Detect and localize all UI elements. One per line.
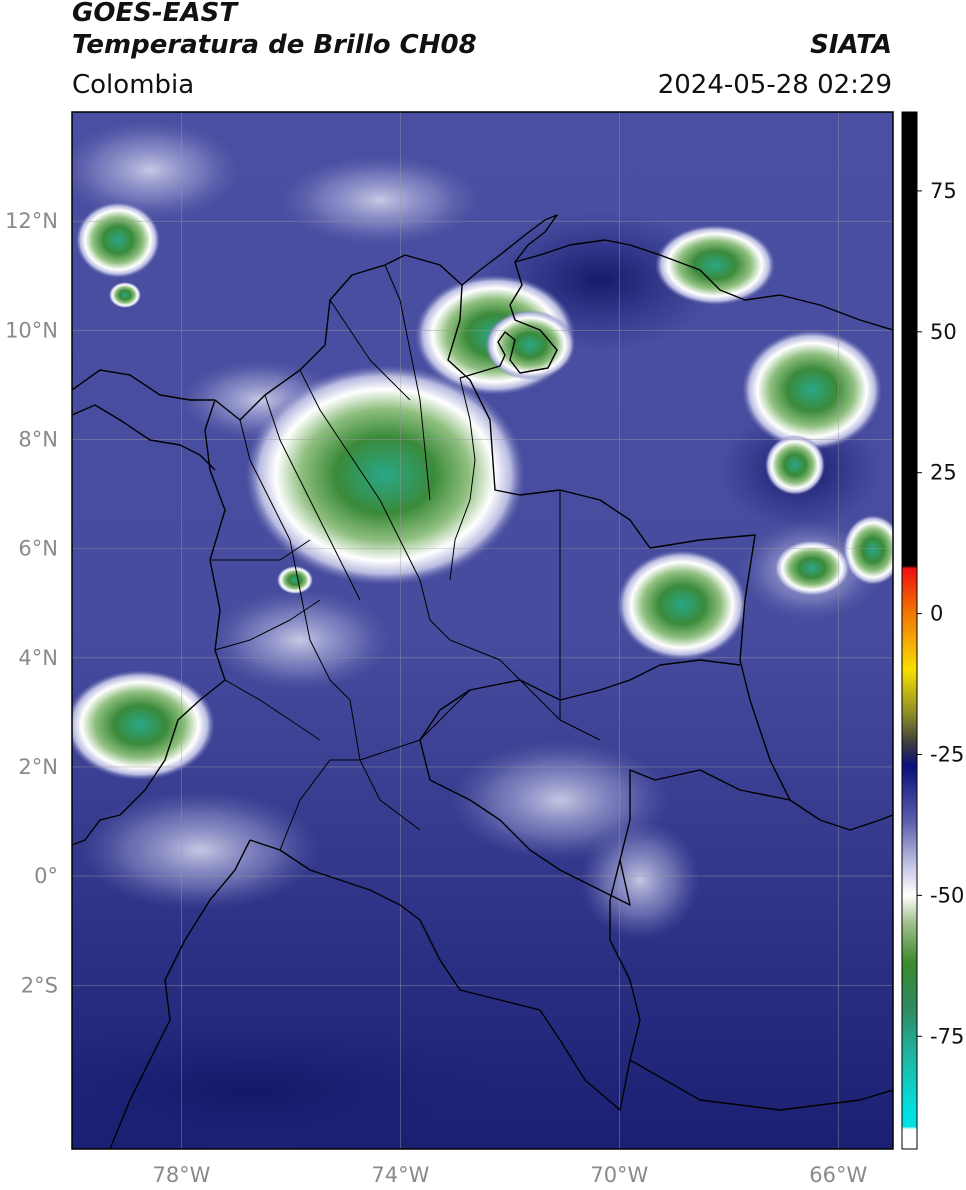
colorbar-tick-label: 75	[930, 179, 957, 203]
border-colombia-venezuela	[447, 284, 791, 801]
coastline-caribbean	[214, 214, 558, 421]
coastline-panama	[72, 369, 215, 401]
colorbar-tick-label: 50	[930, 320, 957, 344]
storm-cell	[742, 330, 882, 450]
lon-tick-label: 66°W	[809, 1163, 867, 1187]
cloud-haze	[80, 790, 320, 910]
lat-tick-label: 12°N	[5, 209, 58, 233]
storm-cell	[485, 310, 575, 380]
lat-tick-label: 2°N	[18, 755, 58, 779]
storm-cell	[655, 225, 775, 305]
storm-cell	[245, 365, 525, 585]
colorbar-tick-label: -75	[930, 1024, 964, 1048]
border-brazil-peru	[629, 1059, 893, 1111]
lat-tick-label: 6°N	[18, 537, 58, 561]
lat-tick-label: 2°S	[21, 973, 58, 997]
lon-tick-label: 74°W	[371, 1163, 429, 1187]
map-frame	[71, 111, 894, 1150]
storm-cell	[72, 670, 215, 780]
satellite-label: GOES-EAST	[72, 0, 238, 28]
cloud-haze	[210, 590, 390, 690]
colorbar-tick-label: -50	[930, 883, 964, 907]
latitude-tick-labels: 12°N 10°N 8°N 6°N 4°N 2°N 0° 2°S	[5, 209, 58, 997]
lat-tick-label: 8°N	[18, 427, 58, 451]
storm-cell	[617, 550, 747, 660]
storm-cell	[843, 515, 893, 585]
colorbar-ticks: 75 50 25 0 -25 -50 -75	[917, 179, 964, 1048]
gridlines	[72, 112, 893, 1149]
colorbar-tick-label: 25	[930, 461, 957, 485]
lat-tick-label: 0°	[34, 864, 58, 888]
border-venezuela-brazil	[789, 799, 893, 831]
storm-cell	[76, 202, 160, 278]
colorbar	[901, 111, 918, 1150]
cloud-haze	[280, 155, 480, 245]
coastline-pacific	[72, 399, 226, 846]
lon-tick-label: 70°W	[590, 1163, 648, 1187]
colorbar-tick-label: 0	[930, 602, 943, 626]
region-label: Colombia	[72, 70, 195, 100]
colorbar-tick-label: -25	[930, 742, 964, 766]
cloud-haze	[72, 120, 240, 220]
lat-tick-label: 10°N	[5, 318, 58, 342]
coastline-panama-south	[72, 404, 216, 471]
map-area	[72, 112, 893, 1149]
coastline-venezuela	[514, 239, 893, 331]
cloud-haze	[580, 820, 700, 940]
storm-cell	[774, 540, 850, 596]
timestamp-label: 2024-05-28 02:29	[657, 70, 892, 100]
product-title: Temperatura de Brillo CH08	[72, 30, 477, 60]
longitude-tick-labels: 78°W 74°W 70°W 66°W	[152, 1163, 867, 1187]
border-colombia-brazil	[419, 659, 791, 906]
country-borders	[72, 214, 893, 1149]
storm-cell	[277, 566, 313, 594]
storm-cell	[109, 282, 141, 308]
department-borders	[210, 264, 601, 851]
lon-tick-label: 78°W	[152, 1163, 210, 1187]
border-ecuador-peru	[109, 839, 251, 1149]
dark-region	[72, 1020, 530, 1149]
border-colombia-peru	[249, 839, 641, 1111]
storm-cell	[765, 435, 825, 495]
lat-tick-label: 4°N	[18, 646, 58, 670]
institution-label: SIATA	[810, 30, 892, 60]
